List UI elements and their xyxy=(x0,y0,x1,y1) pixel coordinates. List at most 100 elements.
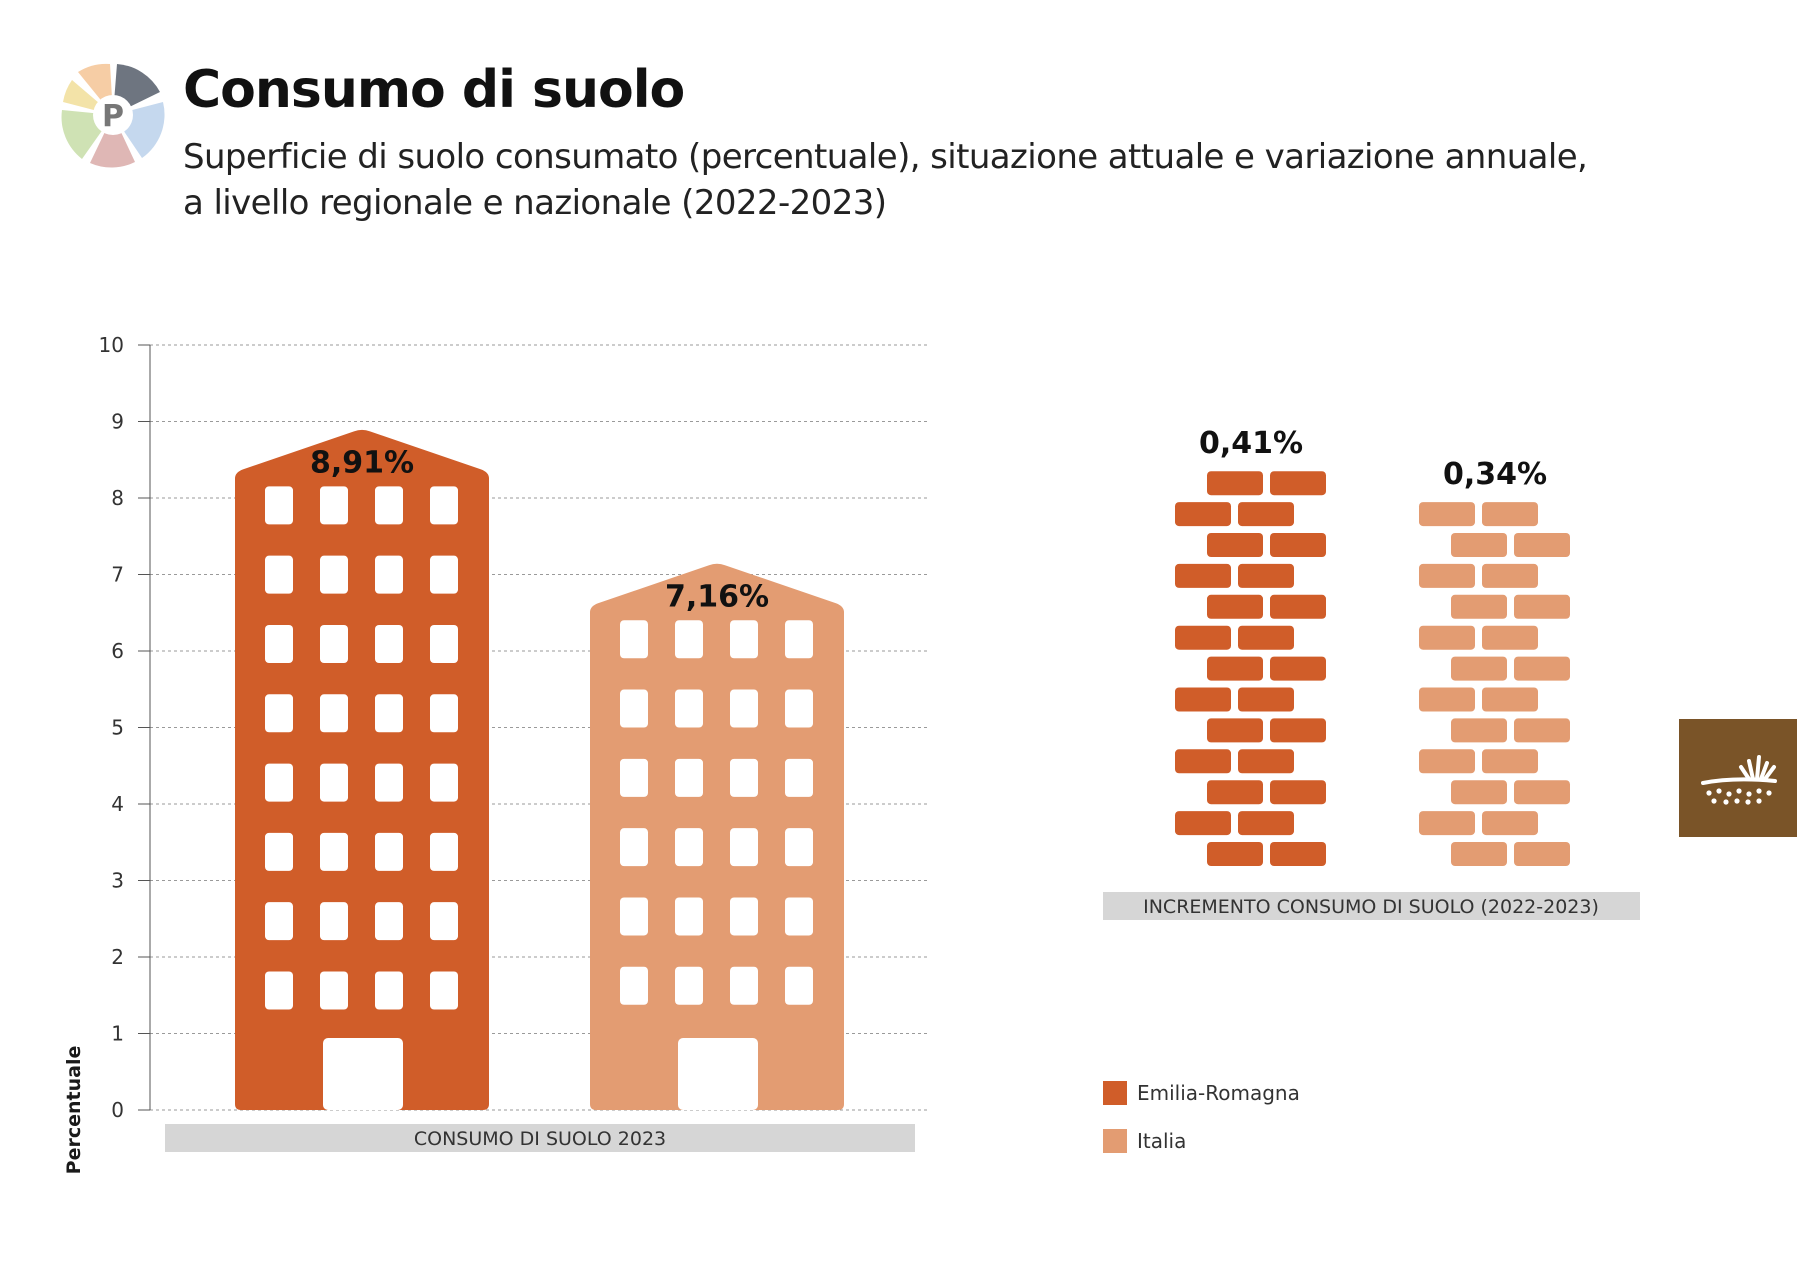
brick xyxy=(1175,563,1231,588)
brick xyxy=(1514,780,1570,805)
building-window xyxy=(375,694,403,733)
section-tab xyxy=(1679,719,1797,837)
building-window xyxy=(675,758,703,797)
building-window xyxy=(785,897,813,936)
brick xyxy=(1451,842,1507,866)
brick xyxy=(1451,718,1507,743)
brick xyxy=(1482,625,1538,650)
building-window xyxy=(375,832,403,871)
brick xyxy=(1451,656,1507,681)
y-tick-label: 8 xyxy=(111,486,124,510)
building-window xyxy=(730,828,758,867)
soil-plant-icon xyxy=(1701,755,1777,805)
y-tick-label: 7 xyxy=(111,563,124,587)
building-window xyxy=(430,971,458,1010)
bar-bricks-italia: 0,34% xyxy=(1419,457,1570,866)
building-window xyxy=(320,971,348,1010)
brick xyxy=(1514,656,1570,681)
y-tick-label: 9 xyxy=(111,410,124,434)
brick xyxy=(1270,594,1326,619)
building-window xyxy=(375,902,403,941)
building-window xyxy=(430,763,458,802)
building-window xyxy=(675,966,703,1005)
building-window xyxy=(730,758,758,797)
building-window xyxy=(430,902,458,941)
building-window xyxy=(265,763,293,802)
brick xyxy=(1419,625,1475,650)
brick xyxy=(1207,842,1263,866)
brick xyxy=(1419,749,1475,774)
brick xyxy=(1451,533,1507,557)
building-window xyxy=(620,620,648,659)
brick xyxy=(1482,687,1538,712)
building-window xyxy=(430,486,458,525)
building-window xyxy=(675,689,703,728)
building-window xyxy=(320,624,348,663)
building-window xyxy=(785,966,813,1005)
page-subtitle: Superficie di suolo consumato (percentua… xyxy=(183,134,1603,226)
legend-label-italia: Italia xyxy=(1137,1129,1186,1153)
building-window xyxy=(320,902,348,941)
building-window xyxy=(785,758,813,797)
building-window xyxy=(320,763,348,802)
brick xyxy=(1207,471,1263,496)
legend: Emilia-Romagna Italia xyxy=(1103,1081,1300,1153)
brick xyxy=(1451,594,1507,619)
brick xyxy=(1238,749,1294,774)
legend-label-emilia-romagna: Emilia-Romagna xyxy=(1137,1081,1300,1105)
building-window xyxy=(375,971,403,1010)
brick xyxy=(1270,656,1326,681)
logo-letter: P xyxy=(102,99,124,134)
panel-band-consumo xyxy=(165,1124,915,1152)
buildings: 8,91% 7,16% xyxy=(235,429,844,1110)
building-window xyxy=(675,828,703,867)
building-window xyxy=(265,555,293,594)
building-window xyxy=(430,832,458,871)
building-body xyxy=(235,429,489,1110)
building-window xyxy=(430,694,458,733)
publication-logo: P xyxy=(61,63,165,168)
building-window xyxy=(430,624,458,663)
logo-segment-pink xyxy=(90,115,135,168)
brick xyxy=(1270,471,1326,496)
building-window xyxy=(320,555,348,594)
y-tick-label: 5 xyxy=(111,716,124,740)
brick xyxy=(1270,533,1326,557)
brick xyxy=(1514,842,1570,866)
y-tick-label: 4 xyxy=(111,792,124,816)
building-window xyxy=(265,832,293,871)
building-window xyxy=(620,689,648,728)
subtitle-line-2: a livello regionale e nazionale (2022-20… xyxy=(183,183,887,223)
panel-band-incremento xyxy=(1103,892,1640,920)
building-window xyxy=(265,694,293,733)
brick xyxy=(1207,656,1263,681)
y-tick-label: 1 xyxy=(111,1022,124,1046)
building-window xyxy=(730,966,758,1005)
brick xyxy=(1238,563,1294,588)
building-window xyxy=(375,763,403,802)
brick xyxy=(1238,625,1294,650)
building-window xyxy=(375,624,403,663)
brick xyxy=(1419,687,1475,712)
brick xyxy=(1175,625,1231,650)
brick xyxy=(1482,811,1538,836)
brick xyxy=(1482,502,1538,527)
y-tick-label: 6 xyxy=(111,639,124,663)
subtitle-line-1: Superficie di suolo consumato (percentua… xyxy=(183,137,1588,177)
value-label: 0,41% xyxy=(1199,426,1303,461)
building-window xyxy=(785,620,813,659)
brick xyxy=(1270,842,1326,866)
y-tick-label: 10 xyxy=(99,333,124,357)
y-tick-label: 3 xyxy=(111,869,124,893)
brick xyxy=(1419,811,1475,836)
building-door xyxy=(678,1038,758,1110)
building-window xyxy=(675,620,703,659)
brick xyxy=(1482,749,1538,774)
legend-swatch-emilia-romagna xyxy=(1103,1081,1127,1105)
brick xyxy=(1514,718,1570,743)
building-window xyxy=(375,555,403,594)
logo-center xyxy=(93,95,133,135)
brick xyxy=(1419,563,1475,588)
building-window xyxy=(265,624,293,663)
